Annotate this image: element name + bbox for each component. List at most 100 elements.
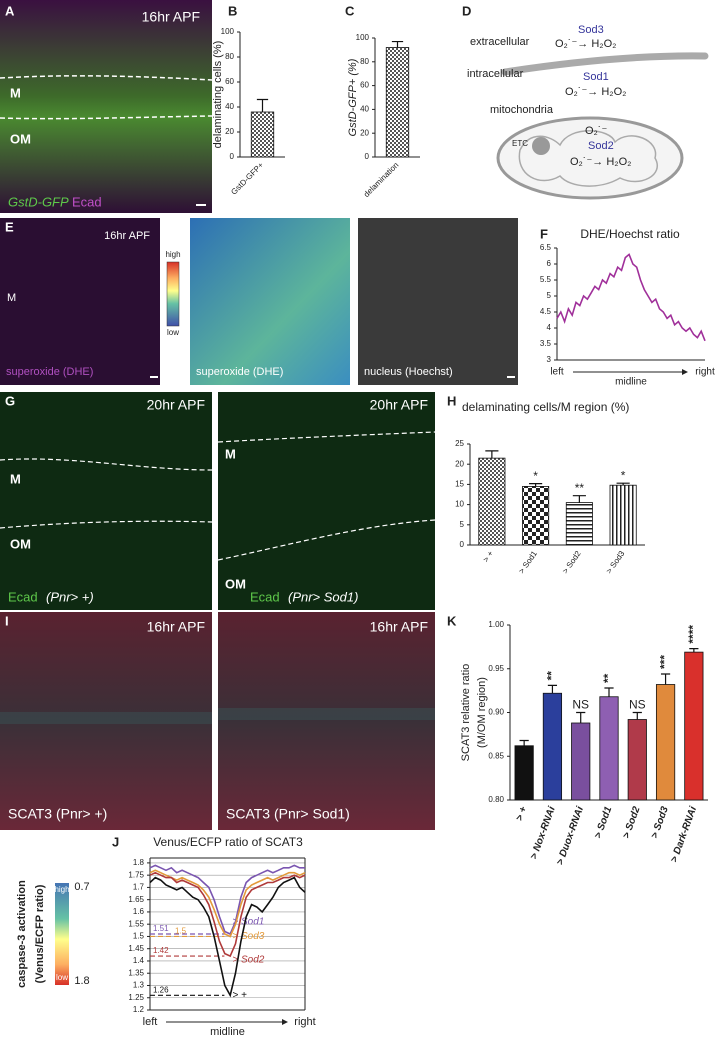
bar — [385, 47, 410, 158]
minimum-label: 1.42 — [153, 946, 169, 955]
minimum-label: 1.51 — [153, 924, 169, 933]
caption: Ecad — [72, 194, 102, 209]
y-tick-label: 5 — [547, 291, 552, 300]
y-tick-label: 60 — [225, 77, 234, 86]
x-tick-label: > Sod2 — [621, 805, 643, 840]
y-tick-label: 1.6 — [133, 907, 145, 916]
legend-label: > Sod1 — [232, 917, 264, 928]
colorbar-label: high — [54, 885, 69, 894]
y-tick-label: 1.4 — [133, 956, 145, 965]
minimum-label: 1.26 — [153, 985, 169, 994]
y-axis-label: SCAT3 relative ratio — [460, 664, 472, 762]
y-axis-label: GstD-GFP+ (%) — [347, 58, 359, 136]
y-tick-label: 100 — [221, 27, 235, 36]
y-tick-label: 1.45 — [128, 944, 144, 953]
bar — [655, 684, 676, 801]
y-tick-label: 1.7 — [133, 883, 145, 892]
bar — [522, 486, 550, 546]
region-label: M — [225, 446, 236, 461]
midline-signal — [218, 708, 435, 720]
panel-label: I — [5, 613, 9, 628]
error-bar — [604, 687, 614, 697]
colorbar-title: caspase-3 activation — [16, 880, 28, 988]
significance: **** — [686, 625, 700, 644]
y-tick-label: 6.5 — [540, 243, 552, 252]
y-tick-label: 0 — [230, 152, 235, 161]
colorbar — [55, 883, 69, 985]
y-tick-label: 80 — [360, 57, 369, 66]
y-tick-label: 1.25 — [128, 993, 144, 1002]
bar — [571, 722, 591, 801]
x-tick-label: GstD-GFP+ — [229, 160, 265, 196]
y-tick-label: 4 — [547, 323, 552, 332]
error-bar — [632, 711, 642, 720]
error-bar — [547, 684, 558, 694]
chart-title: DHE/Hoechst ratio — [580, 227, 680, 241]
data-line — [149, 876, 306, 998]
y-axis-label: (M/OM region) — [476, 677, 488, 748]
x-tick-label: midline — [210, 1026, 245, 1038]
error-bar — [391, 40, 404, 48]
y-tick-label: 5.5 — [540, 275, 552, 284]
error-bar — [576, 711, 586, 723]
x-tick-label: > Sod1 — [593, 805, 615, 840]
panel-label: E — [5, 219, 14, 234]
time-label: 16hr APF — [104, 230, 150, 242]
x-tick-label: delamination — [362, 161, 400, 199]
panel-label: C — [345, 3, 355, 18]
chart-title: delaminating cells/M region (%) — [462, 400, 629, 414]
y-tick-label: 0.85 — [488, 751, 504, 760]
micrograph — [0, 0, 212, 213]
significance: * — [533, 469, 538, 483]
y-axis-label: delaminating cells (%) — [212, 41, 224, 149]
colorbar-value: 1.8 — [74, 975, 89, 987]
panel-label: J — [112, 834, 119, 849]
compartment: extracellular — [470, 36, 530, 48]
x-tick-label: > Sod3 — [604, 549, 626, 576]
caption: SCAT3 (Pnr> Sod1) — [226, 806, 350, 822]
colorbar — [166, 261, 180, 327]
data-line — [149, 869, 306, 938]
data-line — [149, 864, 305, 936]
legend-label: > Sod3 — [232, 931, 264, 942]
panel-label: G — [5, 393, 15, 408]
x-tick-label: midline — [615, 377, 647, 388]
error-bar — [689, 648, 699, 653]
caption: Ecad — [8, 589, 38, 604]
cristae — [518, 130, 658, 187]
bar — [627, 719, 647, 801]
x-tick-label: right — [294, 1016, 315, 1028]
x-tick-label: left — [143, 1016, 158, 1028]
colorbar-label: high — [165, 250, 180, 259]
colorbar-label: low — [56, 973, 68, 982]
significance: NS — [629, 698, 646, 712]
x-tick-label: > Duox-RNAi — [555, 805, 586, 867]
micrograph — [358, 218, 518, 385]
y-tick-label: 3 — [547, 355, 552, 364]
x-tick-label: right — [695, 367, 715, 378]
x-tick-label: > Sod2 — [561, 549, 583, 576]
caption: superoxide (DHE) — [6, 366, 93, 378]
membrane — [501, 52, 709, 76]
error-bar — [485, 450, 499, 459]
x-tick-label: > Sod1 — [517, 549, 539, 576]
y-tick-label: 0 — [365, 152, 370, 161]
colorbar-label: low — [167, 328, 179, 337]
significance: ** — [601, 673, 615, 683]
reaction: O₂˙⁻→ H₂O₂ — [555, 38, 616, 50]
minimum-label: 1.5 — [175, 927, 187, 936]
x-tick-label: > Dark-RNAi — [669, 805, 699, 864]
region-label: OM — [225, 576, 246, 591]
y-tick-label: 0 — [460, 540, 465, 549]
y-tick-label: 60 — [360, 81, 369, 90]
y-tick-label: 0.90 — [488, 708, 504, 717]
panel-label: H — [447, 393, 456, 408]
y-tick-label: 100 — [356, 33, 370, 42]
y-tick-label: 40 — [360, 105, 369, 114]
legend-label: > Sod2 — [232, 955, 264, 966]
region-boundary — [0, 75, 213, 120]
y-tick-label: 1.55 — [128, 919, 144, 928]
y-tick-label: 40 — [225, 102, 234, 111]
error-bar — [519, 739, 529, 746]
y-tick-label: 0.80 — [488, 795, 504, 804]
